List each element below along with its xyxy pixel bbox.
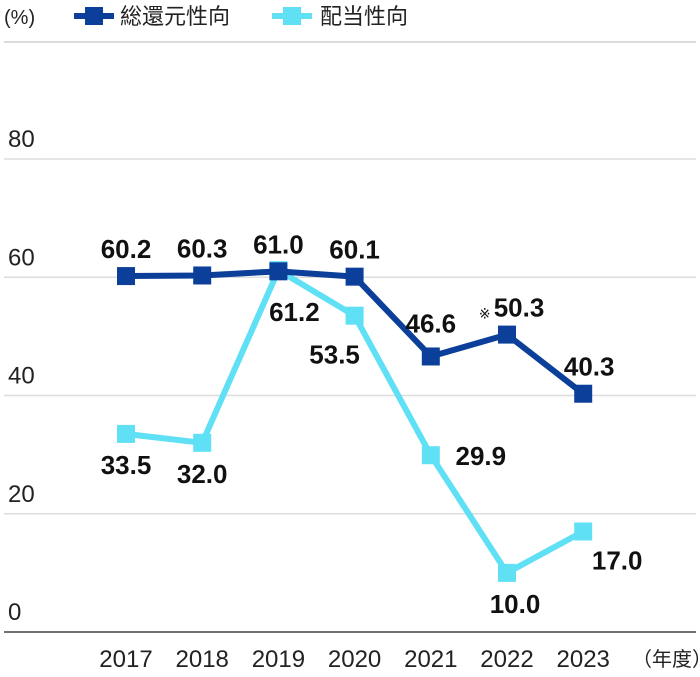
- legend-marker-total-return: [85, 7, 103, 25]
- legend-marker-dividend: [283, 7, 301, 25]
- data-label: 61.2: [269, 297, 320, 327]
- data-label: 33.5: [101, 450, 152, 480]
- x-tick-label: 2018: [176, 646, 229, 673]
- x-tick-label: 2022: [480, 646, 533, 673]
- data-point-s1: [421, 446, 440, 465]
- data-label: 40.3: [564, 352, 615, 382]
- data-label: 60.3: [177, 233, 228, 263]
- data-label: 29.9: [455, 441, 506, 471]
- x-tick-label: 2019: [252, 646, 305, 673]
- legend-item-dividend: 配当性向: [272, 5, 408, 30]
- y-tick-label: 60: [8, 244, 35, 271]
- y-unit-label: (%): [4, 7, 35, 29]
- data-point-s0: [345, 267, 364, 286]
- legend-item-total-return: 総還元性向: [74, 5, 230, 30]
- data-label: 53.5: [309, 340, 360, 370]
- x-tick-label: 2020: [328, 646, 381, 673]
- y-tick-label: 80: [8, 126, 35, 153]
- data-label: 60.1: [329, 235, 380, 265]
- x-tick-label: 2017: [99, 646, 152, 673]
- data-label: 32.0: [177, 459, 228, 489]
- data-point-s1: [574, 522, 593, 541]
- y-axis-ticks: 0 20 40 60 80: [8, 126, 35, 626]
- data-point-s1: [345, 306, 364, 325]
- x-tick-label: 2021: [404, 646, 457, 673]
- data-point-s0: [421, 347, 440, 366]
- y-tick-label: 0: [8, 599, 21, 626]
- y-tick-label: 40: [8, 363, 35, 390]
- series-lines: [117, 261, 593, 582]
- data-point-s0: [498, 325, 516, 344]
- annotation-mark: ※: [479, 305, 491, 321]
- data-label: 61.0: [253, 229, 304, 259]
- x-tick-label: 2023: [557, 646, 610, 673]
- data-point-s1: [498, 563, 516, 582]
- data-point-s1: [117, 424, 135, 443]
- data-labels: 60.2 60.3 61.0 60.1 46.6 50.3 40.3 33.5 32.0 61.2…: [101, 229, 643, 619]
- data-point-s0: [117, 267, 135, 286]
- data-label: 60.2: [101, 234, 152, 264]
- data-point-s0: [193, 266, 212, 285]
- legend-label-total-return: 総還元性向: [120, 5, 230, 30]
- data-label: 50.3: [494, 293, 545, 323]
- data-point-s0: [574, 384, 593, 403]
- x-axis-ticks: 2017 2018 2019 2020 2021 2022 2023: [99, 646, 610, 673]
- data-point-s1: [193, 433, 212, 452]
- legend-label-dividend: 配当性向: [320, 5, 408, 30]
- x-unit-label: （年度）: [632, 647, 700, 671]
- data-label: 17.0: [592, 545, 643, 575]
- legend: 総還元性向 配当性向: [74, 5, 408, 30]
- data-label: 46.6: [405, 308, 456, 338]
- data-point-s0: [269, 262, 288, 281]
- y-tick-label: 20: [8, 481, 35, 508]
- grid-lines: [4, 41, 696, 633]
- data-label: 10.0: [490, 589, 541, 619]
